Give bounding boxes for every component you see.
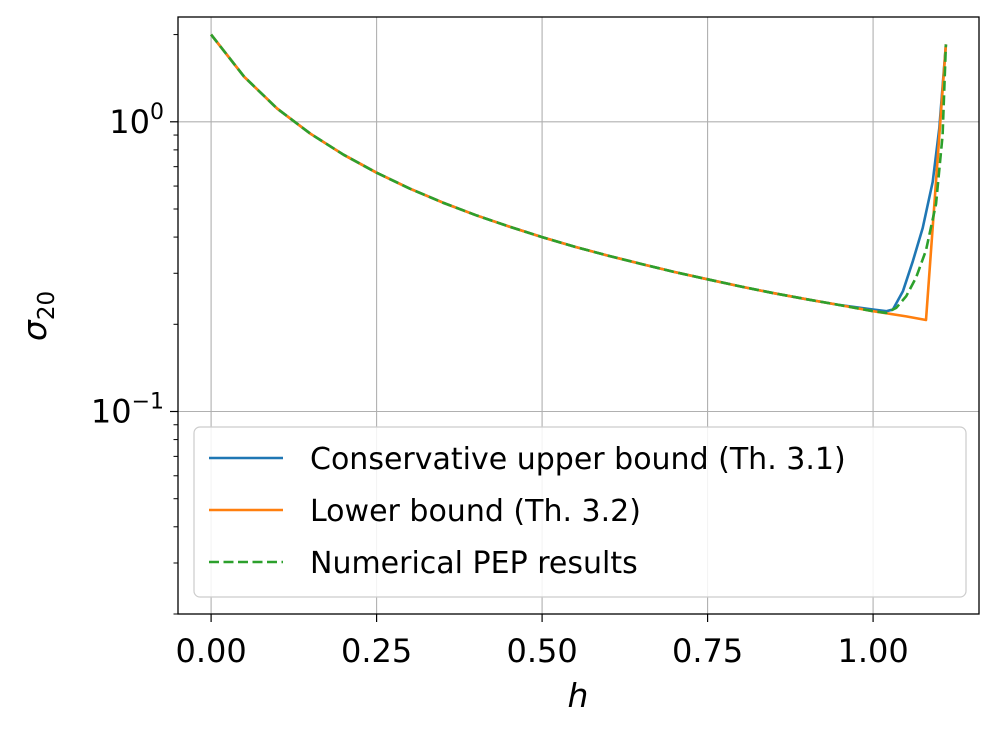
y-axis-ticks: 100 10−1: [91, 100, 178, 431]
svg-text:σ20: σ20: [15, 291, 60, 341]
x-axis-label: h: [568, 676, 589, 715]
series-line: [210, 33, 948, 315]
y-axis-label: σ20: [15, 291, 60, 341]
y-tick-label: 10−1: [91, 390, 164, 431]
y-axis-label-subscript: 20: [34, 291, 60, 320]
legend-box: [193, 426, 967, 598]
x-tick-label: 0.25: [341, 632, 412, 670]
x-tick-label: 0.00: [175, 632, 246, 670]
series-layer: [210, 33, 948, 322]
legend: Conservative upper bound (Th. 3.1) Lower …: [193, 426, 967, 598]
plot-frame: [177, 16, 980, 615]
y-tick-label: 100: [109, 100, 164, 141]
x-tick-label: 0.75: [672, 632, 743, 670]
y-axis-label-symbol: σ: [15, 319, 54, 341]
legend-label: Lower bound (Th. 3.2): [310, 494, 641, 529]
x-tick-label: 1.00: [837, 632, 908, 670]
series-line: [210, 33, 948, 322]
legend-label: Numerical PEP results: [310, 546, 638, 581]
minor-ticks: [173, 34, 178, 615]
x-axis-ticks: 0.00 0.25 0.50 0.75 1.00: [175, 614, 909, 670]
x-tick-label: 0.50: [506, 632, 577, 670]
legend-label: Conservative upper bound (Th. 3.1): [310, 442, 846, 477]
grid: [178, 17, 979, 614]
